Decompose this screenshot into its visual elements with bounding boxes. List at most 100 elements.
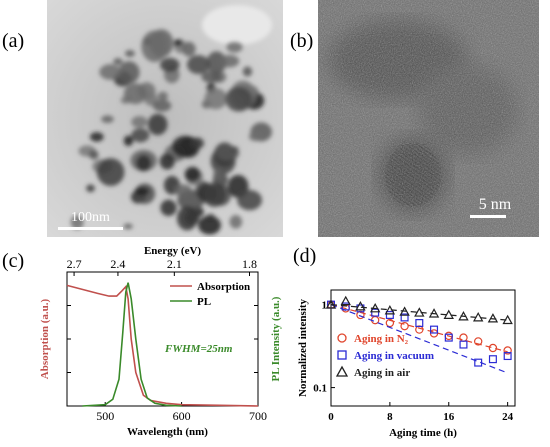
data-point	[369, 302, 381, 313]
data-point	[459, 333, 468, 342]
tem-particle	[174, 184, 192, 197]
tem-particle	[131, 128, 150, 143]
data-point	[443, 309, 454, 319]
data-point	[444, 333, 453, 342]
data-point	[428, 308, 440, 318]
tem-particle	[213, 168, 223, 180]
data-point	[325, 299, 337, 309]
legend-marker	[337, 333, 347, 343]
x-tick-label: 500	[96, 409, 114, 423]
tem-particle	[134, 186, 149, 196]
tem-particle	[123, 83, 148, 105]
data-point	[415, 319, 424, 328]
data-point	[414, 307, 425, 317]
data-point	[340, 295, 351, 306]
y-axis-label-left: Absorption (a.u.)	[39, 298, 51, 379]
tem-particle	[226, 41, 243, 53]
panel-label-c: (c)	[2, 250, 25, 272]
panel-label-a: (a)	[2, 30, 25, 52]
data-point	[355, 301, 366, 311]
scale-bar-a-text: 100nm	[71, 210, 110, 225]
tem-particle	[237, 189, 263, 211]
data-point	[503, 352, 512, 361]
legend-label: Aging in vacuum	[354, 350, 434, 362]
x-tick-label: 700	[249, 409, 267, 423]
data-point	[385, 310, 394, 319]
y-axis-label-right: PL Intensity (a.u.)	[270, 296, 282, 381]
plot-frame	[330, 289, 516, 407]
tem-particle	[160, 199, 177, 217]
tem-particle	[136, 154, 151, 172]
scale-bar-a-line	[58, 227, 123, 230]
series-line-pl	[82, 282, 182, 407]
tem-particle	[248, 132, 262, 142]
tem-particle	[99, 64, 122, 80]
data-point	[488, 343, 498, 353]
tem-particle	[123, 223, 133, 230]
data-point	[474, 358, 483, 367]
tem-particle	[184, 166, 201, 182]
legend-label: Aging in air	[354, 367, 410, 379]
legend-marker	[337, 350, 347, 360]
legend-label: Aging in N₂	[354, 333, 409, 345]
scale-bar-a: 100nm	[58, 210, 123, 230]
data-point	[415, 325, 424, 334]
data-point	[371, 308, 380, 317]
data-point	[430, 325, 439, 334]
tem-particle	[152, 99, 172, 112]
tem-particle	[101, 115, 114, 123]
tem-particle	[159, 153, 175, 170]
legend-marker	[335, 365, 349, 377]
tem-particle	[124, 50, 135, 57]
hrtem-texture	[318, 0, 539, 237]
tem-particle	[216, 145, 240, 161]
tem-image-low-mag	[47, 0, 283, 237]
tem-particle	[229, 215, 243, 229]
x-axis-label: Aging time (h)	[389, 427, 457, 439]
fwhm-annotation: FWHM=25nm	[164, 343, 233, 355]
series-line-absorption	[66, 284, 259, 407]
y-tick-label: 1	[322, 300, 328, 312]
data-point	[488, 355, 497, 364]
panel-label-d: (d)	[293, 245, 317, 267]
tem-particles	[47, 0, 283, 237]
tem-particle	[242, 66, 253, 77]
data-point	[458, 311, 469, 321]
top-axis-label: Energy (eV)	[144, 245, 201, 257]
scale-bar-b-text: 5 nm	[478, 196, 512, 213]
fit-line	[330, 304, 508, 353]
fit-line	[330, 304, 508, 374]
data-point	[399, 306, 410, 316]
data-point	[503, 346, 512, 355]
data-point	[400, 313, 409, 322]
data-point	[459, 340, 468, 349]
data-point	[502, 314, 513, 325]
tem-particle	[147, 113, 168, 136]
tem-particle	[186, 55, 210, 75]
tem-particle	[225, 86, 253, 112]
data-point	[487, 313, 499, 323]
tem-particle	[202, 182, 226, 207]
scale-bar-b-line	[470, 215, 506, 218]
tem-particle	[219, 54, 240, 68]
data-point	[385, 318, 395, 328]
tem-particle	[118, 61, 140, 84]
x-tick-label: 0	[328, 411, 334, 423]
spectra-chart: 500 600 700 2.7 2.4 2.1 1.8 Energy (eV) Waveleng…	[39, 245, 282, 438]
top-tick-label: 2.7	[67, 257, 82, 271]
top-tick-label: 1.8	[242, 257, 257, 271]
data-point	[384, 305, 396, 315]
y-axis-label: Normalized intensity	[297, 298, 309, 397]
x-tick-label: 24	[502, 411, 514, 423]
x-axis-label: Wavelength (nm)	[127, 426, 208, 438]
tem-particle	[88, 150, 99, 160]
tem-particle	[184, 211, 200, 225]
tem-particle	[113, 58, 123, 65]
tem-particle	[131, 116, 148, 128]
tem-particle	[206, 51, 227, 74]
data-point	[400, 321, 409, 331]
tem-particle	[86, 184, 95, 193]
tem-particle	[157, 91, 168, 101]
data-point	[472, 312, 484, 322]
y-tick-label: 0.1	[313, 383, 327, 395]
